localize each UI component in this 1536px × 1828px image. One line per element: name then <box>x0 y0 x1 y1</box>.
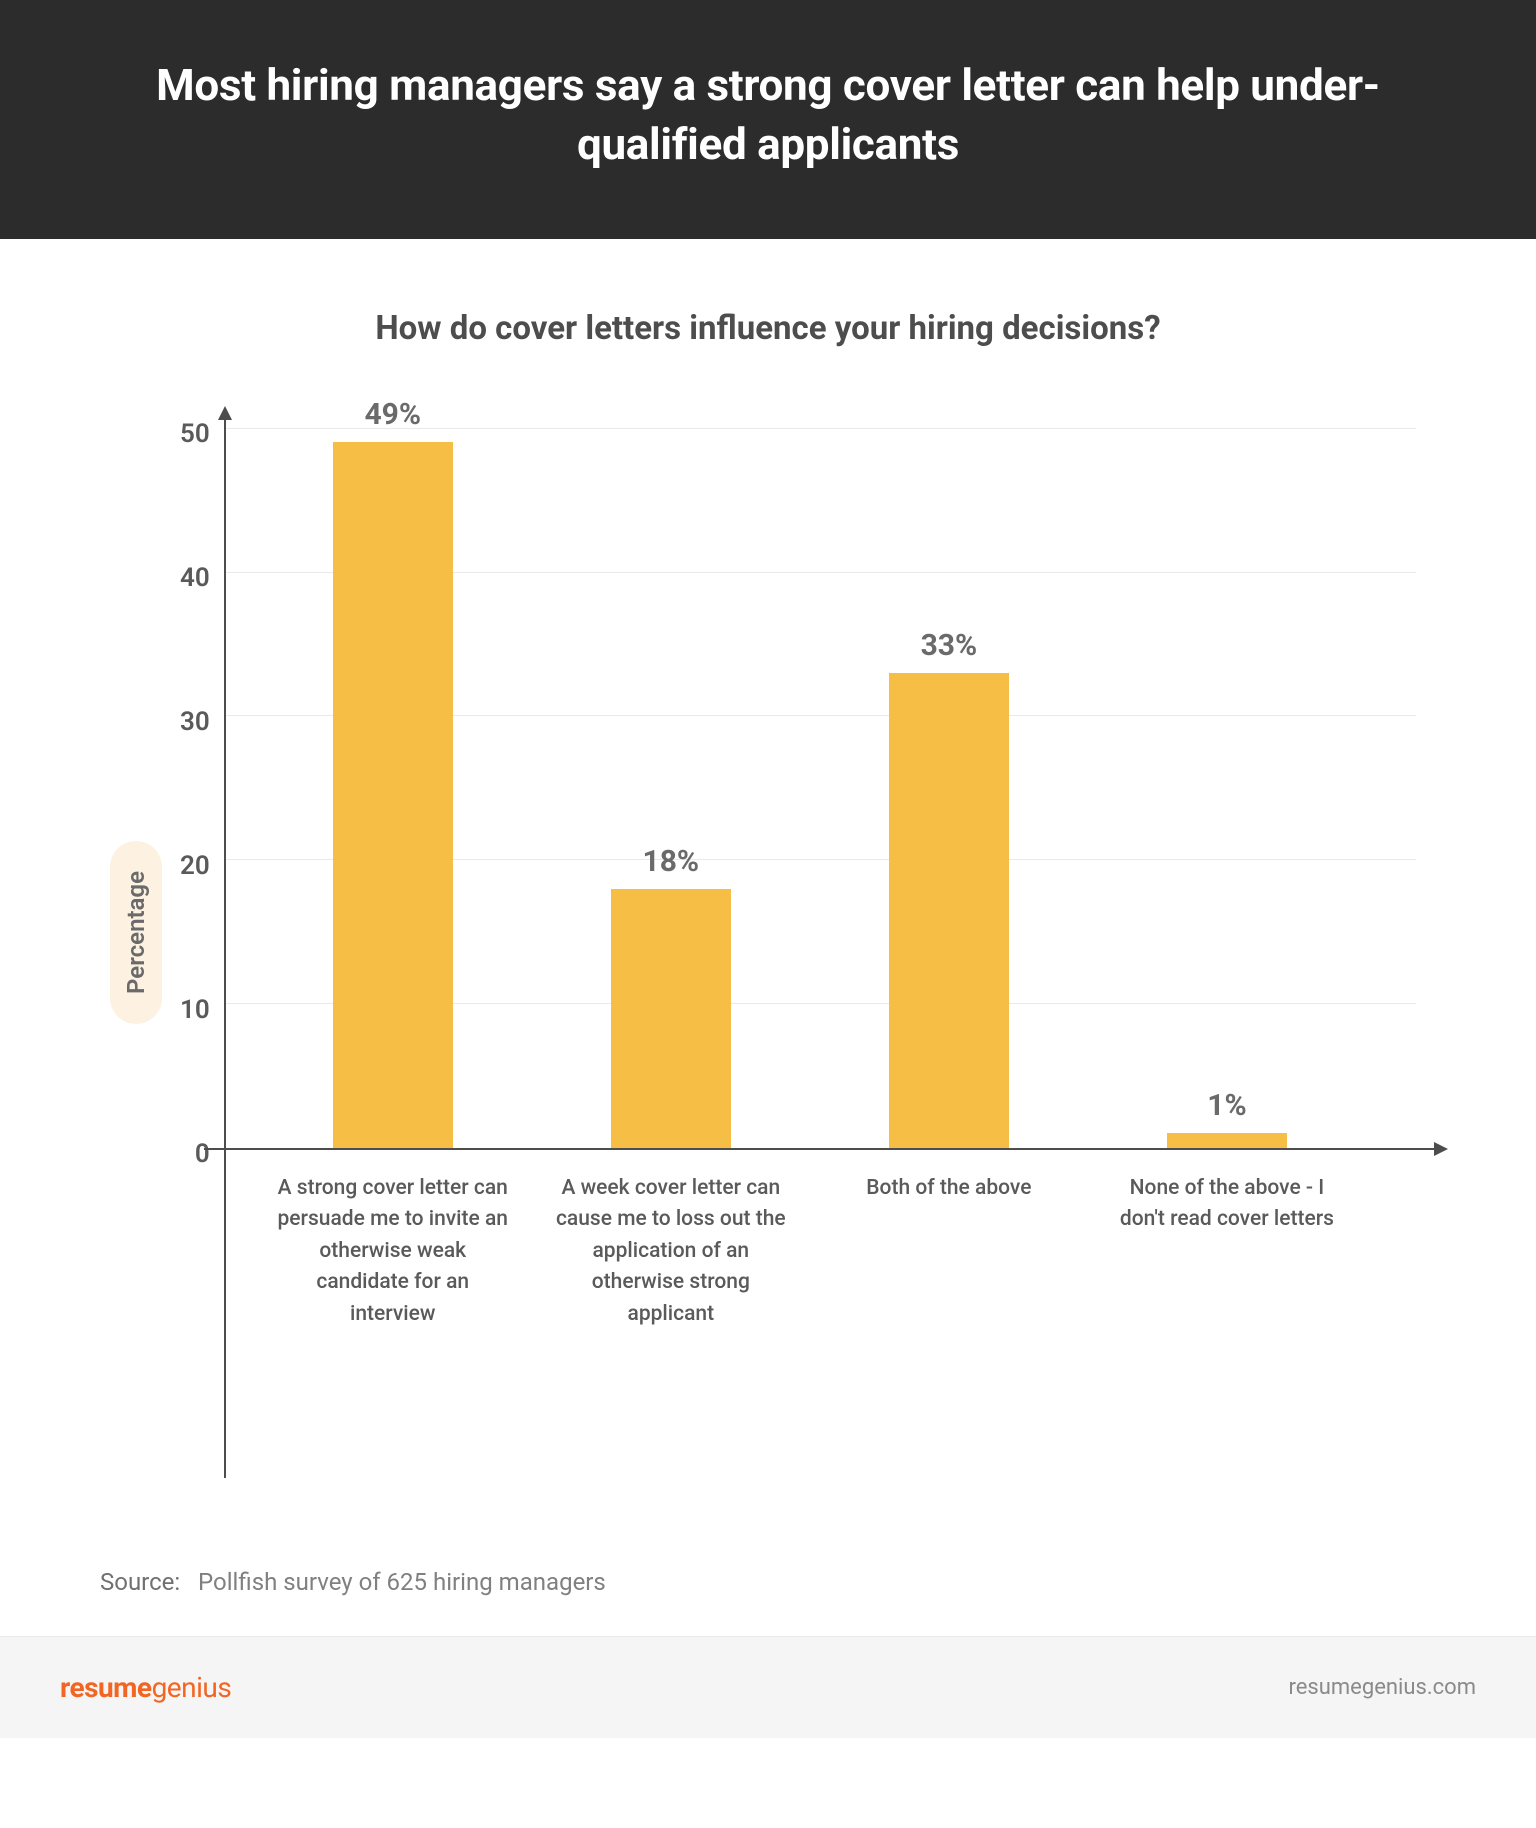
source-label: Source: <box>100 1568 180 1596</box>
header-banner: Most hiring managers say a strong cover … <box>0 0 1536 239</box>
footer: resumegenius resumegenius.com <box>0 1636 1536 1738</box>
infographic-container: Most hiring managers say a strong cover … <box>0 0 1536 1738</box>
chart-title: How do cover letters influence your hiri… <box>100 309 1436 348</box>
x-category-label: Both of the above <box>827 1173 1072 1331</box>
x-category-label: A strong cover letter can persuade me to… <box>270 1173 515 1331</box>
bars-container: 49%18%33%1% <box>224 428 1396 1148</box>
bar-column: 18% <box>548 844 793 1148</box>
x-axis-line <box>204 1148 1446 1150</box>
header-title: Most hiring managers say a strong cover … <box>80 56 1456 175</box>
bar <box>1167 1133 1287 1147</box>
bar-column: 33% <box>827 628 1072 1148</box>
bar <box>889 673 1009 1148</box>
x-labels-container: A strong cover letter can persuade me to… <box>224 1173 1396 1331</box>
chart-wrap: Percentage 50 40 30 20 10 0 <box>110 428 1436 1438</box>
logo-part1: resume <box>60 1671 152 1704</box>
bar-column: 1% <box>1105 1088 1350 1147</box>
chart-area: How do cover letters influence your hiri… <box>0 239 1536 1636</box>
brand-logo: resumegenius <box>60 1671 231 1704</box>
y-axis-label: Percentage <box>110 841 162 1024</box>
bar-value-label: 1% <box>1207 1088 1246 1123</box>
plot-canvas: 49%18%33%1% A strong cover letter can pe… <box>224 428 1436 1438</box>
x-category-label: None of the above - I don't read cover l… <box>1105 1173 1350 1331</box>
source-text: Pollfish survey of 625 hiring managers <box>198 1568 606 1596</box>
bar <box>611 889 731 1148</box>
bar-value-label: 49% <box>364 397 421 432</box>
x-category-label: A week cover letter can cause me to loss… <box>548 1173 793 1331</box>
bar <box>333 442 453 1148</box>
source-line: Source: Pollfish survey of 625 hiring ma… <box>100 1568 1436 1596</box>
logo-part2: genius <box>152 1671 232 1704</box>
bar-column: 49% <box>270 397 515 1148</box>
bar-value-label: 33% <box>921 628 978 663</box>
bar-value-label: 18% <box>643 844 700 879</box>
plot: 50 40 30 20 10 0 <box>180 428 1436 1438</box>
y-axis-ticks: 50 40 30 20 10 0 <box>180 434 224 1154</box>
footer-url: resumegenius.com <box>1288 1675 1476 1700</box>
